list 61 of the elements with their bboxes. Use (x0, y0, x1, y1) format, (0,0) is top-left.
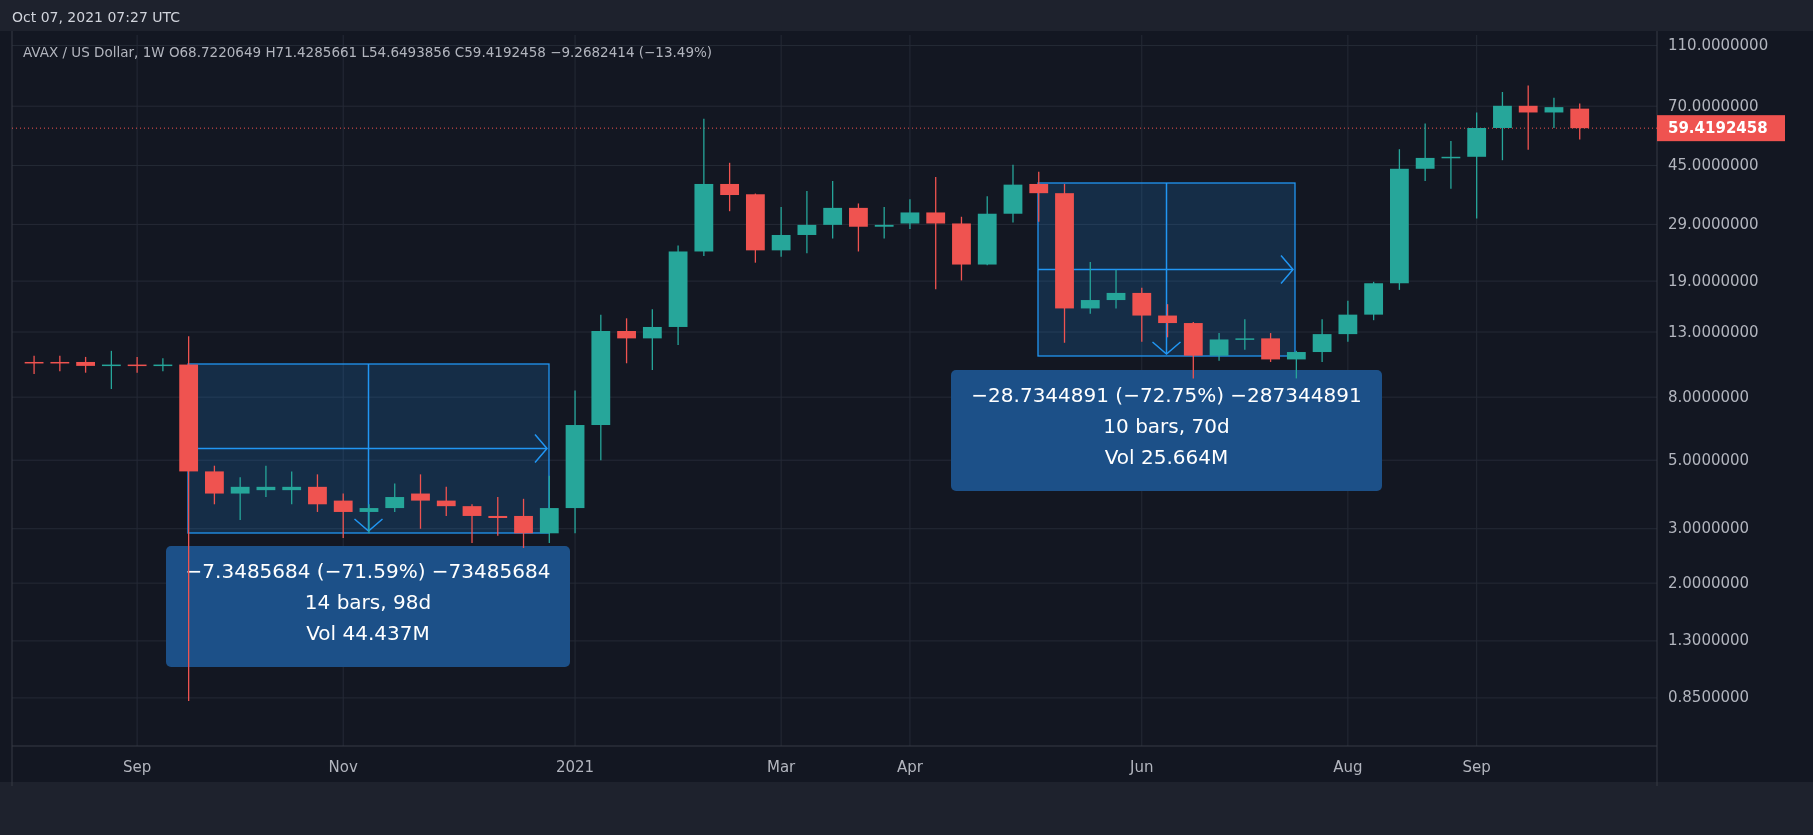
candlestick (642, 308, 662, 371)
candlestick (771, 206, 791, 258)
chart-subtitle: Oct 07, 2021 07:27 UTC (12, 9, 181, 25)
candlestick (488, 496, 508, 537)
candlestick (282, 470, 302, 505)
candlestick (1338, 300, 1358, 343)
candlestick (1080, 261, 1100, 315)
candlestick (1132, 286, 1152, 343)
candlestick (617, 317, 636, 364)
y-tick-label: 45.0000000 (1668, 155, 1759, 174)
candlestick (720, 162, 740, 212)
candlestick (308, 473, 327, 513)
y-tick-label: 0.8500000 (1668, 688, 1750, 707)
candlestick (462, 503, 482, 544)
y-tick-label: 1.3000000 (1668, 631, 1750, 650)
candlestick (1261, 332, 1280, 363)
x-tick-label: Sep (1462, 757, 1491, 776)
y-tick-label: 5.0000000 (1668, 450, 1750, 469)
candlestick (1286, 350, 1306, 380)
candlestick (1518, 84, 1538, 151)
candlestick (1544, 97, 1564, 129)
annotation: −28.7344891 (−72.75%) −287344891 10 bars, 70d Vol 25.664M (971, 382, 1362, 469)
candlestick (823, 180, 843, 240)
candlestick (359, 503, 379, 534)
y-tick-label: 19.0000000 (1668, 271, 1759, 290)
candlestick (1235, 318, 1255, 351)
candlestick (1106, 268, 1126, 310)
text: AVAX / US Dollar, 1W O68.7220649 H71.4285661 L54.6493856 C59.4192458 −9.2682414 (−13.49%) (23, 44, 713, 60)
y-tick-label: 29.0000000 (1668, 214, 1759, 233)
candlestick (926, 176, 946, 290)
candlestick (385, 482, 405, 513)
candlestick (514, 498, 533, 549)
candlestick (1493, 91, 1512, 161)
ref-line-label: 59.4192458 (1668, 118, 1768, 137)
x-tick-label: 2021 (555, 757, 595, 776)
x-tick-label: Mar (766, 757, 797, 776)
candlestick (874, 206, 894, 240)
candlestick (1209, 332, 1229, 362)
x-tick-label: Nov (328, 757, 358, 776)
candlestick (849, 202, 868, 253)
candlestick (1158, 303, 1177, 338)
candlestick (900, 198, 920, 230)
y-tick-label: 8.0000000 (1668, 387, 1750, 406)
candlestick (1312, 318, 1332, 363)
x-tick-label: Jun (1129, 757, 1154, 776)
candlestick (333, 492, 353, 539)
y-tick-label: 2.0000000 (1668, 573, 1750, 592)
y-tick-label: 3.0000000 (1668, 519, 1750, 538)
x-tick-label: Aug (1333, 757, 1363, 776)
x-tick-label: Sep (122, 757, 152, 776)
y-tick-label: 110.0000000 (1668, 36, 1769, 55)
candlestick (205, 465, 224, 505)
candlestick (1415, 122, 1435, 182)
candlestick (411, 473, 430, 530)
candlestick (436, 486, 456, 517)
x-tick-label: Apr (896, 757, 924, 776)
candlestick (1029, 171, 1049, 223)
y-tick-label: 13.0000000 (1668, 322, 1759, 341)
candlestick (230, 476, 250, 521)
candlestick (797, 190, 817, 254)
y-tick-label: 70.0000000 (1668, 96, 1759, 115)
